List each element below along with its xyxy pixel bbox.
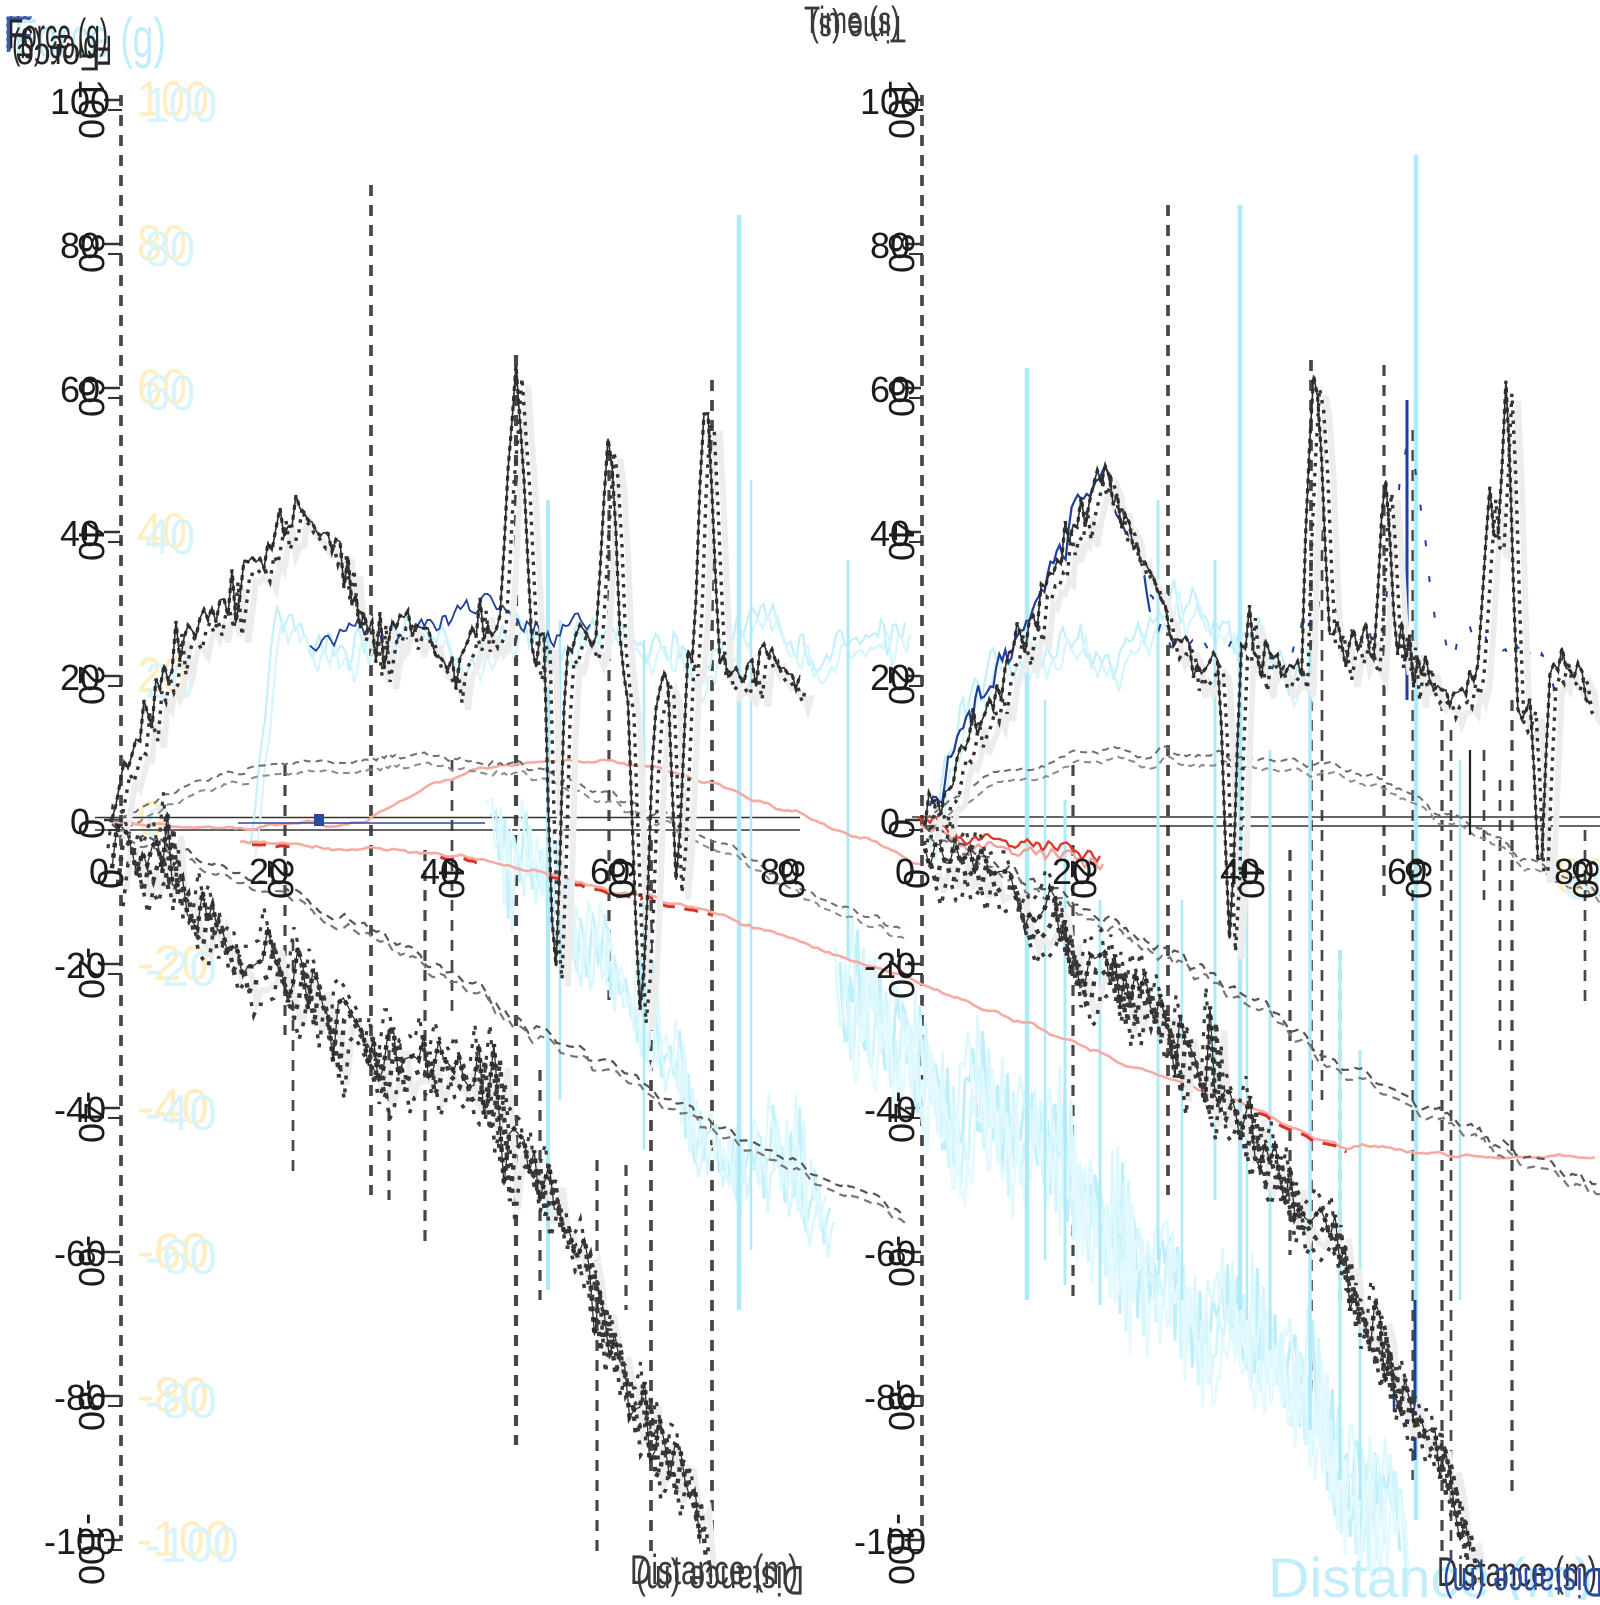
svg-text:Force (g): Force (g) — [14, 6, 166, 69]
svg-text:0: 0 — [896, 869, 937, 889]
svg-text:60: 60 — [71, 377, 112, 417]
svg-text:0: 0 — [880, 801, 900, 842]
svg-text:20: 20 — [260, 859, 301, 899]
svg-text:20: 20 — [870, 657, 910, 698]
svg-text:-40: -40 — [71, 1091, 112, 1143]
svg-text:40: 40 — [420, 851, 460, 892]
svg-text:Distance (m): Distance (m) — [636, 1557, 804, 1600]
svg-text:100: 100 — [145, 77, 217, 133]
svg-text:100: 100 — [860, 81, 920, 122]
svg-text:-100: -100 — [137, 1511, 231, 1567]
svg-text:80: 80 — [881, 233, 922, 273]
svg-text:80: 80 — [760, 851, 800, 892]
svg-text:20: 20 — [1063, 859, 1104, 899]
svg-text:40: 40 — [60, 513, 100, 554]
svg-text:-60: -60 — [137, 1223, 209, 1279]
svg-text:80: 80 — [870, 225, 910, 266]
svg-text:-40: -40 — [881, 1091, 922, 1143]
svg-text:80: 80 — [1564, 854, 1600, 910]
svg-text:40: 40 — [870, 513, 910, 554]
svg-text:-60: -60 — [864, 1233, 916, 1274]
svg-text:-80: -80 — [145, 1373, 217, 1429]
svg-text:20: 20 — [1052, 851, 1092, 892]
svg-text:40: 40 — [1220, 851, 1260, 892]
svg-text:60: 60 — [881, 377, 922, 417]
svg-text:-60: -60 — [54, 1233, 106, 1274]
svg-text:-100: -100 — [44, 1521, 116, 1562]
svg-text:-20: -20 — [864, 945, 916, 986]
svg-text:-40: -40 — [145, 1085, 217, 1141]
svg-text:100: 100 — [50, 81, 110, 122]
svg-text:40: 40 — [137, 503, 187, 559]
svg-text:100: 100 — [881, 79, 922, 139]
svg-text:-80: -80 — [71, 1379, 112, 1431]
svg-text:Time (s): Time (s) — [810, 7, 906, 49]
svg-text:80: 80 — [1565, 859, 1600, 899]
svg-text:60: 60 — [1398, 859, 1439, 899]
svg-text:0: 0 — [71, 819, 112, 839]
svg-text:20: 20 — [60, 657, 100, 698]
svg-text:100: 100 — [137, 71, 209, 127]
svg-text:40: 40 — [71, 521, 112, 561]
svg-text:-60: -60 — [145, 1229, 217, 1285]
svg-text:40: 40 — [145, 509, 195, 565]
svg-text:Distance (m): Distance (m) — [1268, 1546, 1593, 1600]
svg-text:-20: -20 — [145, 941, 217, 997]
svg-text:-20: -20 — [881, 947, 922, 999]
svg-text:0: 0 — [70, 801, 90, 842]
svg-text:80: 80 — [1554, 851, 1594, 892]
svg-text:Distance (m): Distance (m) — [1443, 1559, 1600, 1600]
svg-text:-40: -40 — [137, 1079, 209, 1135]
svg-text:60: 60 — [145, 365, 195, 421]
svg-text:80: 80 — [71, 233, 112, 273]
svg-text:-100: -100 — [854, 1521, 926, 1562]
svg-text:-100: -100 — [145, 1517, 239, 1573]
svg-text:80: 80 — [137, 215, 187, 271]
svg-text:-80: -80 — [137, 1367, 209, 1423]
svg-text:20: 20 — [249, 851, 289, 892]
svg-text:60: 60 — [601, 859, 642, 899]
svg-text:Force (g): Force (g) — [12, 27, 112, 74]
svg-text:-80: -80 — [864, 1377, 916, 1418]
svg-text:-60: -60 — [881, 1235, 922, 1287]
svg-text:-80: -80 — [881, 1379, 922, 1431]
svg-text:80: 80 — [60, 225, 100, 266]
svg-text:20: 20 — [71, 665, 112, 705]
svg-text:-100: -100 — [881, 1513, 922, 1585]
svg-text:60: 60 — [60, 369, 100, 410]
svg-text:-20: -20 — [71, 947, 112, 999]
svg-text:60: 60 — [1387, 851, 1427, 892]
svg-text:Force: Force — [16, 35, 101, 77]
svg-text:80: 80 — [145, 221, 195, 277]
svg-text:-40: -40 — [54, 1089, 106, 1130]
svg-text:60: 60 — [590, 851, 630, 892]
svg-text:-40: -40 — [864, 1089, 916, 1130]
svg-text:-60: -60 — [71, 1235, 112, 1287]
svg-text:100: 100 — [71, 79, 112, 139]
svg-text:40: 40 — [1231, 859, 1272, 899]
svg-text:F: F — [2, 6, 34, 64]
svg-text:0: 0 — [895, 851, 915, 892]
svg-text:20: 20 — [881, 665, 922, 705]
svg-text:-20: -20 — [54, 945, 106, 986]
svg-text:60: 60 — [137, 359, 187, 415]
svg-text:Distance (m): Distance (m) — [1437, 1548, 1597, 1595]
svg-text:40: 40 — [431, 859, 472, 899]
svg-text:Distance (m): Distance (m) — [630, 1546, 798, 1593]
svg-text:0: 0 — [90, 869, 131, 889]
svg-text:0: 0 — [881, 819, 922, 839]
svg-text:80: 80 — [771, 859, 812, 899]
svg-text:Force (g): Force (g) — [8, 10, 108, 57]
svg-text:60: 60 — [870, 369, 910, 410]
svg-text:0: 0 — [89, 851, 109, 892]
svg-text:-20: -20 — [137, 935, 209, 991]
svg-text:-80: -80 — [54, 1377, 106, 1418]
svg-text:40: 40 — [881, 521, 922, 561]
svg-text:Time (s): Time (s) — [804, 0, 900, 42]
svg-text:-100: -100 — [71, 1513, 112, 1585]
